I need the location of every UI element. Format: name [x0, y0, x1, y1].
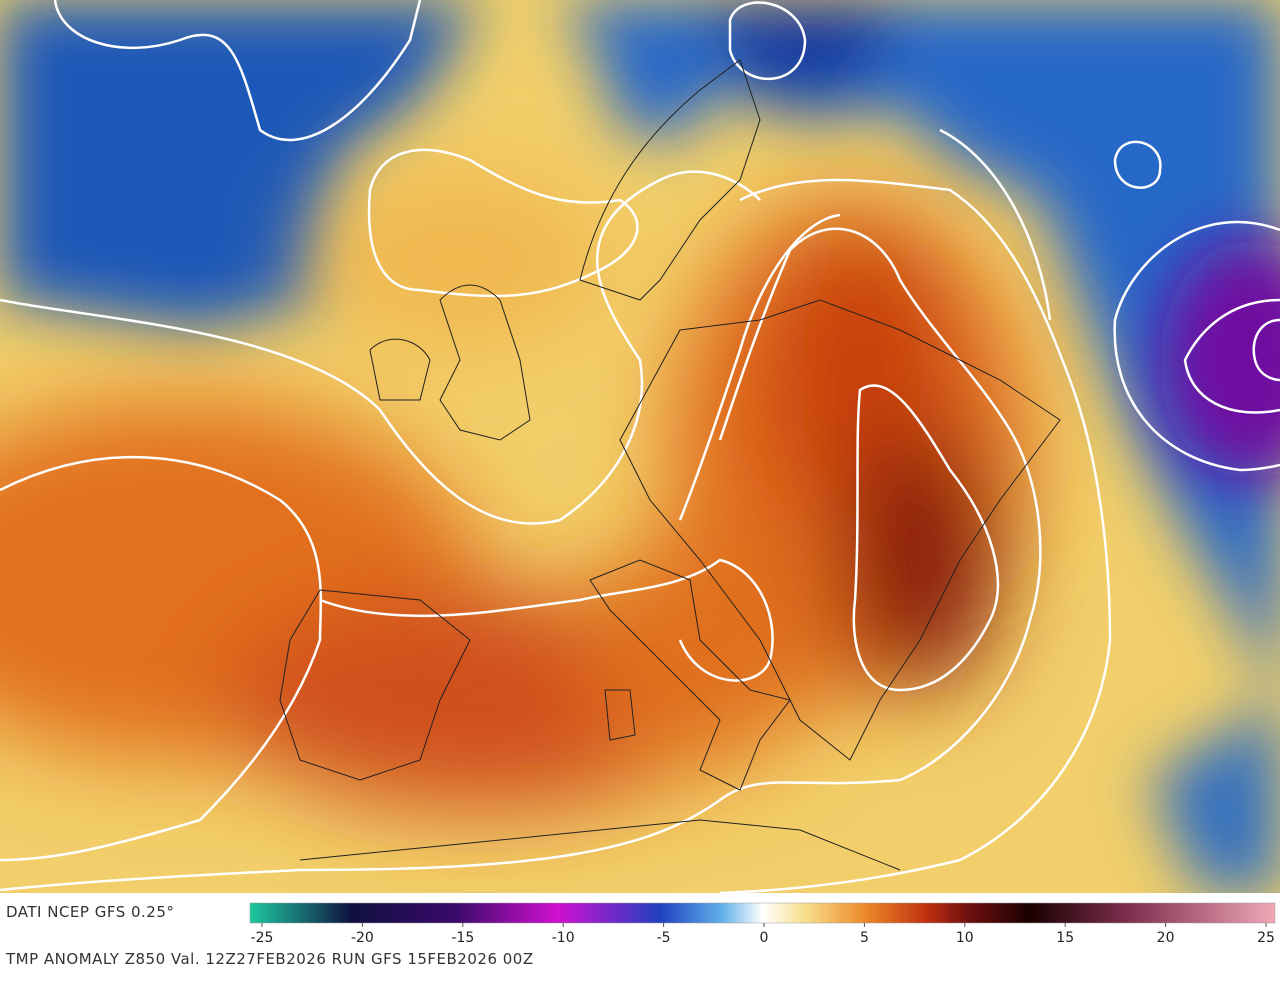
colorbar-tick-label: 5	[860, 930, 869, 946]
map	[0, 0, 1280, 893]
colorbar-tick-label: 15	[1056, 930, 1074, 946]
colorbar-tick-label: 20	[1157, 930, 1175, 946]
description-caption: TMP ANOMALY Z850 Val. 12Z27FEB2026 RUN G…	[5, 950, 534, 968]
colorbar-tick-label: -20	[351, 930, 374, 946]
colorbar-tick-label: 25	[1257, 930, 1275, 946]
colorbar-tick-label: -10	[552, 930, 575, 946]
colorbar	[249, 902, 1276, 924]
source-caption: DATI NCEP GFS 0.25°	[6, 903, 174, 921]
colorbar-tick-label: 0	[760, 930, 769, 946]
colorbar-tick-label: -25	[251, 930, 274, 946]
colorbar-tick-label: -15	[451, 930, 474, 946]
colorbar-tick-label: -5	[657, 930, 671, 946]
colorbar-tick-label: 10	[956, 930, 974, 946]
